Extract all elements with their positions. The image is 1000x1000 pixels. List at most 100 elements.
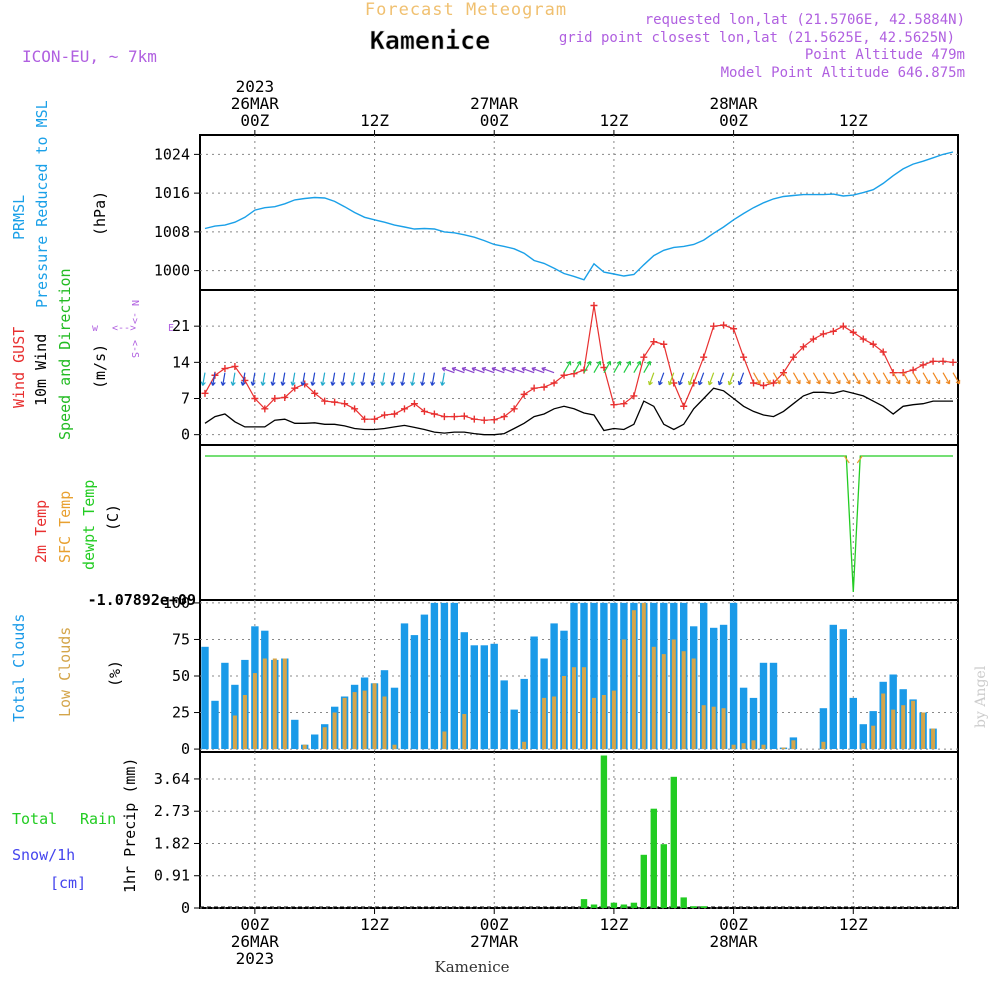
- low-cloud-bar: [332, 712, 337, 749]
- wind-direction-arrow: [270, 372, 276, 386]
- top-time-label: 12Z: [360, 111, 389, 130]
- low-cloud-bar: [272, 658, 277, 750]
- total-cloud-bar: [749, 697, 758, 750]
- y-tick-label: 75: [172, 630, 190, 648]
- temp-panel-labels: 2m Temp SFC Temp dewpt Temp (C): [32, 480, 122, 570]
- wind-direction-arrow: [491, 366, 505, 374]
- total-cloud-bar: [430, 602, 439, 750]
- cloud-ylabel: (%): [106, 660, 124, 687]
- total-cloud-bar: [739, 687, 748, 750]
- wind-direction-arrow: [330, 372, 336, 386]
- low-cloud-bar: [891, 709, 896, 750]
- rain-bar: [650, 808, 657, 908]
- low-cloud-bar: [911, 700, 916, 749]
- low-cloud-bar: [302, 744, 307, 750]
- low-cloud-bar: [572, 667, 576, 749]
- gust-marker: [440, 413, 448, 421]
- wind-10m-label: 10m Wind: [32, 334, 50, 406]
- precip-ylabel: 1hr Precip (mm): [121, 758, 139, 893]
- wind-gust-label: Wind GUST: [10, 327, 28, 408]
- total-cloud-bar: [819, 708, 828, 750]
- top-time-label: 00Z: [480, 111, 509, 130]
- wind-direction-arrow: [290, 372, 296, 386]
- total-cloud-bar: [410, 635, 419, 750]
- low-cloud-bar: [522, 741, 527, 750]
- total-cloud-bar: [400, 623, 409, 750]
- low-cloud-bar: [372, 683, 377, 750]
- low-cloud-bar: [592, 697, 596, 750]
- wind-direction-arrow: [912, 372, 921, 385]
- bottom-time-label: 12Z: [839, 915, 868, 934]
- pressure-label-2: Pressure Reduced to MSL: [33, 100, 51, 308]
- wind-direction-arrow: [220, 372, 226, 386]
- y-tick-label: 2.73: [154, 802, 190, 820]
- rain-label: Rain: [80, 810, 116, 828]
- gust-marker: [341, 400, 349, 408]
- top-time-label: 12Z: [599, 111, 628, 130]
- low-cloud-bar: [691, 658, 696, 750]
- gust-marker: [321, 397, 329, 405]
- wind-direction-arrow: [862, 372, 871, 385]
- wind-direction-arrow: [658, 372, 665, 386]
- gust-marker: [929, 357, 937, 365]
- total-cloud-bar: [450, 602, 458, 750]
- wind-direction-arrow: [230, 372, 236, 386]
- gust-marker: [281, 393, 289, 401]
- wind-direction-arrow: [753, 372, 761, 385]
- gust-marker: [530, 384, 538, 392]
- gust-marker: [799, 343, 807, 351]
- wind-ylabel: (m/s): [91, 344, 109, 389]
- wind-direction-arrow: [260, 372, 266, 386]
- gust-marker: [939, 357, 947, 365]
- wind-direction-arrow: [872, 372, 881, 385]
- temperature-panel-frame: [199, 444, 959, 601]
- low-cloud-bar: [701, 705, 706, 749]
- low-cloud-bar: [362, 690, 367, 750]
- rain-bar: [700, 906, 707, 908]
- total-cloud-bar: [500, 680, 508, 750]
- sfc-temp-marker: [843, 455, 863, 464]
- low-cloud-bar: [322, 727, 327, 750]
- rain-bar: [600, 755, 608, 908]
- wind-direction-arrow: [802, 372, 811, 385]
- low-cloud-bar: [651, 646, 656, 750]
- gust-marker: [510, 405, 518, 413]
- gust-marker: [819, 330, 827, 338]
- total-cloud-bar: [530, 636, 538, 749]
- gust-marker: [730, 325, 738, 333]
- low-cloud-bar: [931, 728, 936, 750]
- gust-marker: [650, 338, 658, 346]
- clouds-panel: 0 25 50 75 100: [163, 594, 959, 758]
- gust-marker: [490, 416, 498, 424]
- gust-marker: [460, 412, 468, 420]
- wind-direction-arrow: [440, 372, 446, 386]
- wind-direction-arrow: [501, 366, 515, 374]
- low-cloud-bar: [282, 658, 287, 750]
- gust-line: [204, 305, 954, 421]
- y-tick-label: 25: [172, 704, 190, 722]
- total-cloud-bar: [729, 602, 738, 750]
- y-tick-label: 0: [181, 426, 190, 444]
- y-tick-label: 3.64: [154, 770, 190, 788]
- gust-marker: [480, 416, 488, 424]
- total-cloud-bar: [211, 700, 219, 749]
- wind-direction-arrow: [633, 360, 641, 373]
- total-cloud-bar: [440, 602, 449, 750]
- gust-marker: [760, 382, 768, 390]
- gust-marker: [789, 353, 797, 361]
- wind-direction-arrow: [603, 360, 612, 373]
- y-tick-label: 14: [172, 353, 190, 371]
- gust-marker: [570, 370, 578, 378]
- wind-direction-arrow: [792, 372, 801, 385]
- svg-text:<-->: <-->: [112, 323, 136, 334]
- wind-direction-arrow: [300, 372, 306, 386]
- wind-direction-arrow: [310, 372, 316, 386]
- low-cloud-bar: [751, 740, 756, 750]
- gust-marker: [660, 340, 668, 348]
- total-cloud-bar: [390, 687, 399, 750]
- wind-direction-arrow: [410, 372, 416, 386]
- gust-marker: [261, 405, 269, 413]
- wind-direction-arrow: [932, 372, 941, 385]
- gust-marker: [331, 398, 339, 406]
- panels: 1000100810161024071421-1.07892e+09025507…: [88, 134, 961, 917]
